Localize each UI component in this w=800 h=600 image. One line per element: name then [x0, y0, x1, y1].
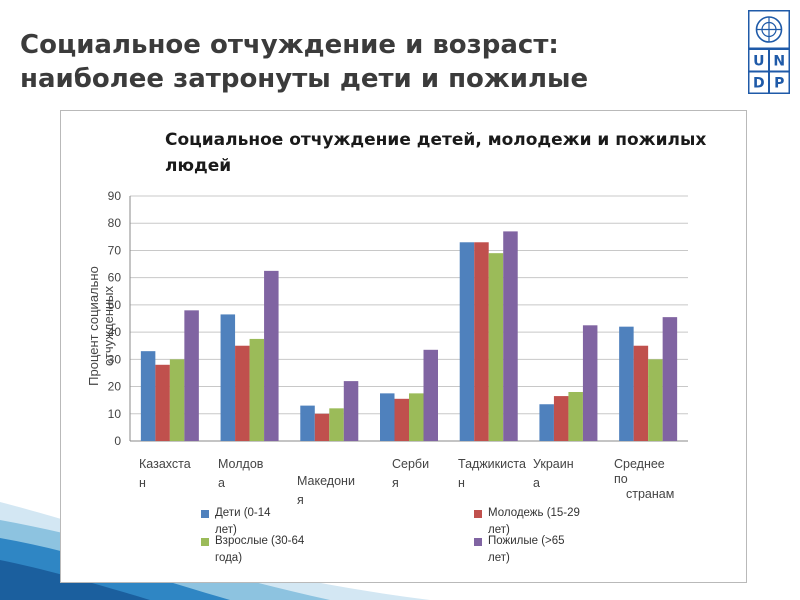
legend-swatch	[474, 510, 482, 518]
bar-s3-c7	[648, 359, 663, 441]
bar-s2-c4	[394, 398, 409, 441]
bar-s4-c2	[264, 270, 279, 441]
legend-label-line: Дети (0-14	[215, 507, 271, 519]
bar-s4-c3	[343, 381, 359, 441]
y-tick-label: 0	[114, 434, 121, 448]
x-tick-label: Серби я	[392, 455, 429, 493]
x-tick-label-line: а	[533, 476, 540, 490]
bar-s2-c3	[314, 413, 330, 441]
x-tick-label-line: а	[218, 476, 225, 490]
legend-swatch	[474, 538, 482, 546]
bar-s2-c5	[474, 242, 489, 441]
bar-s2-c1	[155, 364, 170, 441]
chart-title: Социальное отчуждение детей, молодежи и …	[165, 130, 707, 176]
undp-logo: U N D P	[748, 10, 790, 94]
legend-label-line: Молодежь (15-29	[488, 507, 580, 519]
y-tick-label: 80	[108, 216, 122, 230]
logo-letter-u: U	[753, 54, 764, 70]
bar-s4-c1	[184, 310, 199, 441]
legend-label-line: года)	[215, 552, 243, 564]
bar-s4-c4	[423, 349, 438, 441]
legend-label-line: лет)	[488, 524, 510, 536]
bar-s1-c2	[220, 314, 236, 441]
x-tick-label-line: Казахста	[139, 457, 191, 471]
bar-s1-c5	[459, 242, 475, 441]
x-tick-label-line: н	[139, 476, 146, 490]
bar-s3-c5	[488, 253, 504, 441]
bar-s3-c4	[409, 393, 424, 441]
bar-s1-c4	[380, 393, 395, 441]
y-tick-label: 70	[108, 243, 122, 257]
legend-label: Взрослые (30-64 года)	[215, 533, 304, 567]
x-tick-label-line: Среднее	[614, 457, 665, 471]
x-tick-label-line: Таджикиста	[458, 457, 526, 471]
legend-label: Пожилые (>65 лет)	[488, 533, 565, 567]
y-tick-label: 90	[108, 189, 122, 203]
bar-s4-c7	[662, 317, 678, 441]
bar-s4-c5	[503, 231, 518, 441]
legend-label: Молодежь (15-29 лет)	[488, 505, 580, 539]
x-tick-label-line: я	[297, 493, 304, 507]
x-tick-label-line: Македони	[297, 474, 355, 488]
x-tick-label: Среднее по странам	[614, 455, 674, 504]
slide-title-line-1: Социальное отчуждение и возраст:	[20, 30, 559, 60]
y-tick-label: 40	[108, 325, 122, 339]
legend-item: Дети (0-14 лет)	[201, 505, 271, 539]
x-tick-label-line: странам	[626, 487, 675, 501]
bar-s3-c1	[169, 359, 185, 441]
x-tick-label: Македони я	[297, 472, 355, 510]
legend-item: Пожилые (>65 лет)	[474, 533, 565, 567]
x-tick-label: Украин а	[533, 455, 574, 493]
x-tick-label-line: по	[614, 472, 628, 486]
chart-plot-area: 0 10 20 30 40 50 60 70 80 90	[108, 189, 688, 448]
bar-s2-c6	[553, 396, 569, 441]
x-tick-label-line: н	[458, 476, 465, 490]
x-tick-label-line: Украин	[533, 457, 574, 471]
x-tick-label-line: Молдов	[218, 457, 264, 471]
y-tick-label: 50	[108, 298, 122, 312]
y-tick-label: 30	[108, 352, 122, 366]
x-tick-label: Таджикиста н	[458, 455, 526, 493]
x-tick-label-line: Серби	[392, 457, 430, 471]
un-emblem-icon	[749, 11, 789, 48]
bar-s1-c6	[539, 404, 554, 441]
y-tick-label: 20	[108, 380, 122, 394]
x-tick-label: Молдов а	[218, 455, 263, 493]
logo-letter-p: P	[774, 76, 784, 92]
legend-label-line: Пожилые (>65	[488, 535, 565, 547]
legend-item: Взрослые (30-64 года)	[201, 533, 304, 567]
bar-s2-c7	[633, 345, 649, 441]
bar-s2-c2	[235, 345, 250, 441]
legend-swatch	[201, 510, 209, 518]
bar-s3-c6	[568, 392, 583, 441]
logo-letter-n: N	[773, 54, 785, 70]
bar-s4-c6	[582, 325, 598, 441]
logo-letter-d: D	[753, 76, 765, 92]
y-axis-label: Процент социально отчужденных	[86, 266, 116, 386]
legend-label-line: лет)	[215, 524, 237, 536]
legend-label: Дети (0-14 лет)	[215, 505, 271, 539]
x-tick-label: Казахста н	[139, 455, 191, 493]
bar-s3-c2	[249, 338, 265, 441]
bar-s1-c3	[300, 405, 315, 441]
y-tick-label: 60	[108, 271, 122, 285]
legend-label-line: лет)	[488, 552, 510, 564]
bar-s3-c3	[329, 408, 344, 441]
chart-frame: Социальное отчуждение детей, молодежи и …	[60, 110, 747, 583]
legend-item: Молодежь (15-29 лет)	[474, 505, 580, 539]
x-tick-label-line: я	[392, 476, 399, 490]
legend-swatch	[201, 538, 209, 546]
legend-label-line: Взрослые (30-64	[215, 535, 305, 547]
slide-title-line-2: наиболее затронуты дети и пожилые	[20, 64, 589, 94]
slide-title: Социальное отчуждение и возраст: наиболе…	[20, 28, 700, 96]
y-tick-label: 10	[108, 407, 122, 421]
bar-s1-c1	[140, 351, 156, 441]
bar-s1-c7	[619, 326, 634, 441]
